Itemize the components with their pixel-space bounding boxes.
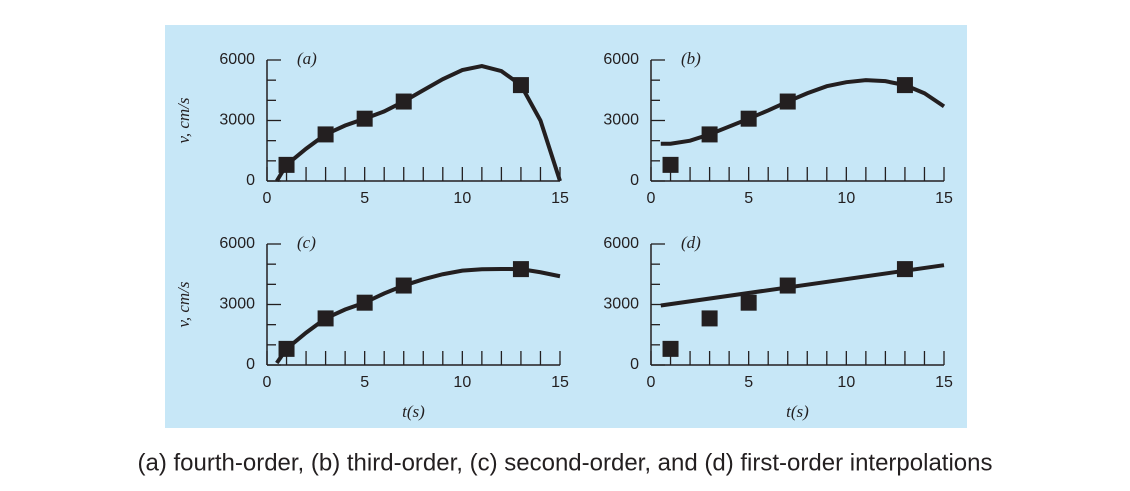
data-point [317,126,334,143]
data-point [701,310,718,327]
y-tick-label: 6000 [603,235,639,252]
data-point [278,156,295,173]
x-tick-label: 0 [263,190,272,207]
data-point [779,277,796,294]
panel-label: (a) [297,49,317,68]
x-tick-label: 5 [360,190,369,207]
data-point [317,310,334,327]
x-tick-label: 15 [935,190,953,207]
data-point [512,261,529,278]
panel-label: (b) [681,49,701,68]
data-point [701,126,718,143]
x-tick-label: 0 [263,374,272,391]
y-tick-label: 6000 [219,51,255,68]
x-tick-label: 5 [744,190,753,207]
data-point [740,110,757,127]
y-tick-label: 3000 [603,296,639,313]
x-tick-label: 10 [453,374,471,391]
x-tick-label: 0 [647,374,656,391]
y-tick-label: 0 [630,172,639,189]
x-tick-label: 15 [551,190,569,207]
panel-label: (d) [681,233,701,252]
data-point [779,93,796,110]
fit-curve [275,267,561,365]
x-tick-label: 15 [935,374,953,391]
fit-curve [660,263,945,308]
y-tick-label: 0 [630,356,639,373]
x-tick-label: 0 [647,190,656,207]
x-tick-label: 10 [453,190,471,207]
y-axis-label: v, cm/s [174,281,193,327]
x-tick-label: 5 [744,374,753,391]
data-point [395,93,412,110]
fit-curve [660,78,946,146]
y-tick-label: 3000 [219,112,255,129]
y-tick-label: 0 [246,172,255,189]
y-tick-label: 3000 [603,112,639,129]
x-axis-label: t(s) [786,402,809,421]
y-axis-label: v, cm/s [174,97,193,143]
data-point [740,294,757,311]
x-tick-label: 5 [360,374,369,391]
fit-curve [275,63,562,183]
x-tick-label: 15 [551,374,569,391]
data-point [896,77,913,94]
data-point [395,277,412,294]
data-point [278,340,295,357]
caption: (a) fourth-order, (b) third-order, (c) s… [137,449,992,476]
data-point [662,156,679,173]
data-point [356,294,373,311]
y-tick-label: 6000 [603,51,639,68]
panel-label: (c) [297,233,316,252]
figure-background [165,25,967,428]
data-point [662,340,679,357]
data-point [512,77,529,94]
x-axis-label: t(s) [402,402,425,421]
y-tick-label: 3000 [219,296,255,313]
y-tick-label: 6000 [219,235,255,252]
data-point [356,110,373,127]
x-tick-label: 10 [837,374,855,391]
y-tick-label: 0 [246,356,255,373]
data-point [896,261,913,278]
x-tick-label: 10 [837,190,855,207]
